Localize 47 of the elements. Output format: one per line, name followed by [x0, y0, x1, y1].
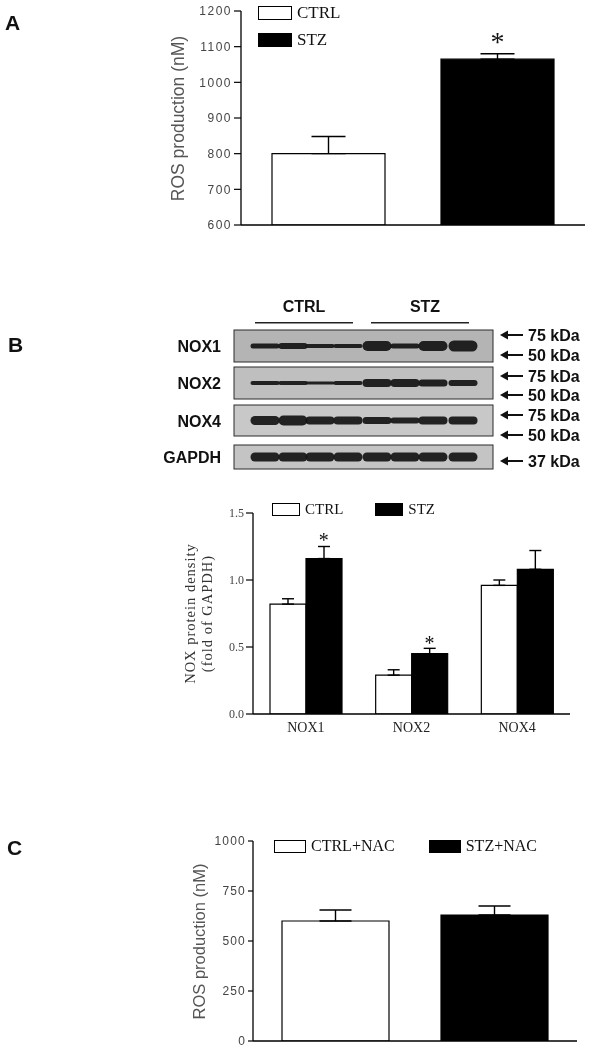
text: NOX2 [177, 374, 222, 392]
y-tick-label: 0.5 [229, 640, 244, 655]
text: NOX4 [177, 412, 222, 429]
annotation: * [424, 631, 435, 654]
chart-title: A [5, 11, 21, 34]
text: 75 kDa [528, 406, 580, 424]
y-tick-label: 0 [238, 1034, 246, 1049]
chart-title: C [7, 836, 23, 859]
y-tick-label: 1.0 [229, 573, 244, 588]
y-tick-label: 1.5 [229, 506, 244, 521]
text: B [8, 333, 24, 356]
legend-label: STZ [297, 30, 328, 49]
y-tick-label: 800 [207, 146, 232, 161]
y-tick-label: 600 [207, 218, 232, 233]
text: 50 kDa [528, 346, 580, 364]
annotation: * [318, 528, 329, 551]
x-tick-label: NOX2 [392, 719, 431, 735]
legend-label: CTRL [305, 501, 344, 517]
legend-label: CTRL+NAC [311, 837, 395, 854]
y-tick-label: 500 [222, 934, 246, 949]
y-tick-label: 750 [222, 884, 246, 899]
y-tick-label: 0.0 [229, 707, 244, 722]
text: 50 kDa [528, 426, 580, 444]
legend-label: STZ [408, 501, 436, 517]
text: 50 kDa [528, 386, 580, 404]
text: 37 kDa [528, 452, 580, 470]
annotation: * [490, 25, 505, 57]
legend-label: STZ+NAC [465, 837, 537, 854]
y-axis-title: NOX protein density (fold of GAPDH) [182, 543, 217, 684]
x-tick-label: NOX4 [498, 719, 536, 735]
y-tick-label: 1000 [214, 834, 246, 849]
y-tick-label: 1000 [199, 75, 232, 90]
text: CTRL [282, 297, 326, 315]
y-axis-title: ROS production (nM) [189, 863, 208, 1020]
text: 75 kDa [528, 367, 580, 385]
y-tick-label: 1200 [199, 4, 232, 19]
text: GAPDH [163, 448, 221, 466]
text: STZ [409, 297, 441, 315]
y-tick-label: 1100 [200, 39, 232, 54]
y-tick-label: 900 [207, 111, 232, 126]
y-tick-label: 700 [207, 182, 232, 197]
legend-label: CTRL [297, 3, 341, 22]
text: NOX1 [177, 337, 222, 355]
y-axis-title: ROS production (nM) [168, 35, 189, 202]
y-tick-label: 250 [222, 984, 246, 999]
x-tick-label: NOX1 [287, 719, 325, 735]
text: 75 kDa [528, 326, 580, 344]
